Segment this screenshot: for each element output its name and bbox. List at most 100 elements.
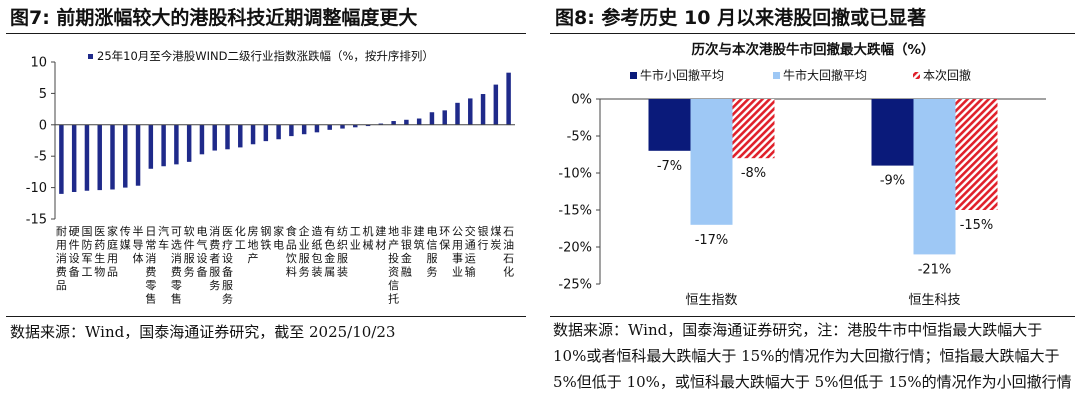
bar	[276, 124, 281, 140]
x-category-label: 消费者服务	[209, 224, 220, 292]
x-category-label: 工业	[350, 225, 361, 252]
y-tick-label: 5	[39, 87, 47, 102]
data-label: -15%	[960, 218, 994, 233]
y-tick-label: 10	[30, 56, 47, 71]
y-tick-label: -20%	[558, 241, 592, 256]
figure-8-chart: 历次与本次港股牛市回撤最大跌幅（%） 牛市小回撤平均 牛市大回撤平均 本次回撤 0% -5…	[558, 41, 1046, 308]
x-category-label: 电气设备	[196, 225, 207, 279]
bar	[378, 123, 384, 125]
bar	[71, 124, 77, 192]
x-category-label: 石油石化	[503, 225, 514, 279]
x-category-label: 建材	[375, 224, 386, 252]
x-category-label: 医药生物	[94, 225, 105, 279]
x-category-label: 恒生科技	[908, 293, 960, 308]
x-category-label: 银行	[478, 224, 489, 252]
x-category-label: 家庭用品	[107, 224, 118, 279]
bar	[353, 124, 358, 128]
data-label: -17%	[695, 233, 729, 248]
x-category-label: 环保	[439, 225, 450, 252]
data-label: -9%	[880, 174, 905, 189]
chart-title: 历次与本次港股牛市回撤最大跌幅（%）	[691, 41, 934, 58]
x-category-label: 汽车	[158, 224, 169, 252]
figure-7-title: 图7: 前期涨幅较大的港股科技近期调整幅度更大	[10, 7, 418, 29]
x-category-label: 恒生指数	[685, 293, 737, 308]
bar	[506, 72, 511, 125]
bar	[871, 99, 914, 166]
bar	[186, 124, 192, 162]
x-category-label: 纺织服装	[337, 224, 348, 279]
legend-label: 牛市小回撤平均	[640, 68, 724, 83]
bar	[404, 119, 409, 125]
bar	[250, 124, 256, 145]
x-category-label: 国防军工	[81, 225, 92, 279]
y-tick-label: -5%	[567, 130, 592, 145]
x-category-label: 建筑	[414, 224, 425, 252]
bar	[913, 99, 956, 255]
y-tick-label: -25%	[558, 278, 592, 293]
figure-8-bottom-rule	[550, 316, 1075, 317]
x-category-label: 交通运输	[465, 224, 476, 279]
x-category-label: 公用事业	[452, 225, 463, 279]
bar	[327, 124, 332, 130]
x-category-label: 半导体	[133, 224, 144, 265]
data-label: -21%	[918, 262, 952, 277]
x-category-label: 化工	[235, 224, 246, 252]
figure-8-title-rule	[550, 33, 1075, 34]
figure-8-title: 图8: 参考历史 10 月以来港股回撤或已显著	[555, 7, 927, 29]
x-category-label: 可选消费零售	[171, 225, 182, 306]
bar	[416, 118, 422, 125]
bar	[174, 124, 179, 165]
bar	[59, 124, 64, 194]
bar	[225, 124, 230, 150]
y-tick-label: -10	[26, 181, 47, 196]
bar	[289, 124, 294, 137]
bar	[442, 110, 447, 125]
figure-7-source: 数据来源：Wind，国泰海通证券研究，截至 2025/10/23	[10, 323, 396, 341]
bar	[480, 94, 486, 125]
bar	[690, 99, 733, 225]
x-category-label: 非银金融	[401, 225, 412, 279]
x-category-label: 房地产	[248, 225, 259, 265]
bar	[199, 124, 205, 155]
x-category-label: 耐用消费品	[56, 225, 67, 292]
x-category-label: 造纸包装	[311, 224, 322, 279]
bar	[301, 124, 307, 135]
legend-swatch	[913, 72, 920, 79]
y-tick-label: 0	[39, 118, 47, 133]
x-category-label: 钢铁	[260, 225, 271, 252]
data-label: -8%	[741, 166, 766, 181]
y-tick-label: 0%	[571, 93, 592, 108]
y-tick-label: -15	[26, 213, 47, 228]
data-label: -7%	[657, 159, 682, 174]
bar	[135, 124, 141, 186]
bar	[468, 98, 473, 125]
bar	[391, 121, 396, 125]
x-category-label: 家电	[273, 224, 284, 252]
y-tick-label: -15%	[558, 204, 592, 219]
bar	[314, 124, 320, 133]
bar	[340, 124, 345, 129]
y-tick-label: -5	[34, 150, 47, 165]
bar	[648, 99, 691, 151]
x-category-label: 医疗设备服务	[222, 225, 233, 306]
x-category-label: 机械	[363, 224, 374, 252]
x-category-label: 企业服务	[299, 224, 310, 279]
x-category-label: 硬件设备	[69, 225, 80, 279]
x-category-label: 软件服务	[184, 224, 195, 279]
bar	[161, 124, 166, 167]
bar	[84, 124, 90, 191]
legend-swatch	[773, 72, 780, 79]
x-category-label: 地产投资信托	[388, 225, 399, 306]
y-tick-label: -10%	[558, 167, 592, 182]
legend-label: 本次回撤	[923, 68, 971, 83]
bar	[732, 99, 775, 159]
bar	[263, 124, 269, 142]
x-category-label: 日常消费零售	[145, 225, 156, 306]
x-category-label: 传媒	[120, 225, 131, 252]
bar	[238, 124, 243, 148]
x-category-label: 有色金属	[324, 224, 335, 279]
bar	[212, 124, 217, 151]
bar	[148, 124, 154, 169]
bar	[110, 124, 115, 190]
legend-label: 牛市大回撤平均	[783, 68, 867, 83]
